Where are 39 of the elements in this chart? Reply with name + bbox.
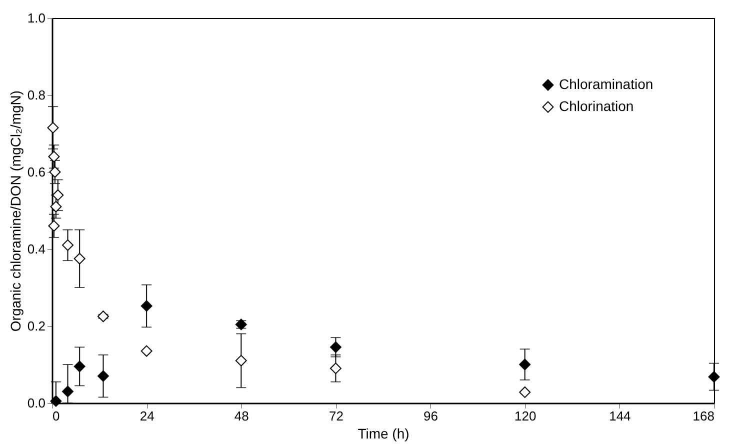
x-tick-label: 24 — [140, 408, 154, 424]
point — [235, 354, 247, 366]
point — [519, 386, 531, 398]
point — [140, 300, 152, 312]
y-tick-label: 0.2 — [27, 318, 46, 334]
point — [49, 166, 61, 178]
x-axis-title: Time (h) — [358, 426, 410, 442]
point — [52, 189, 64, 201]
point — [330, 362, 342, 374]
point — [50, 395, 62, 407]
legend-label: Chlorination — [559, 98, 634, 114]
y-axis-title: Organic chloramine/DON (mgCl₂/mgN) — [7, 90, 24, 332]
x-tick-label: 96 — [424, 408, 438, 424]
point — [48, 220, 60, 232]
point — [708, 371, 720, 383]
y-tick-label: 0.0 — [27, 396, 46, 410]
y-tick-label: 0.8 — [27, 88, 46, 102]
x-tick-label: 120 — [514, 408, 536, 424]
x-tick-label: 144 — [609, 408, 631, 424]
point — [74, 360, 86, 372]
x-tick-label: 72 — [328, 408, 344, 424]
y-tick-label: 0.6 — [27, 164, 46, 180]
x-tick-label: 0 — [52, 408, 60, 424]
point — [140, 345, 152, 357]
point — [330, 341, 342, 353]
point — [62, 386, 74, 398]
point — [519, 358, 531, 370]
y-tick-label: 1.0 — [27, 10, 46, 26]
y-tick-label: 0.4 — [27, 242, 46, 256]
legend-label: Chloramination — [559, 76, 654, 92]
x-tick-label: 168 — [692, 408, 714, 424]
x-tick-label: 48 — [234, 408, 249, 424]
point — [48, 150, 60, 162]
point — [97, 370, 109, 382]
point — [97, 310, 109, 322]
point — [47, 122, 59, 134]
point — [62, 239, 74, 251]
point — [50, 200, 62, 212]
point — [74, 252, 86, 264]
